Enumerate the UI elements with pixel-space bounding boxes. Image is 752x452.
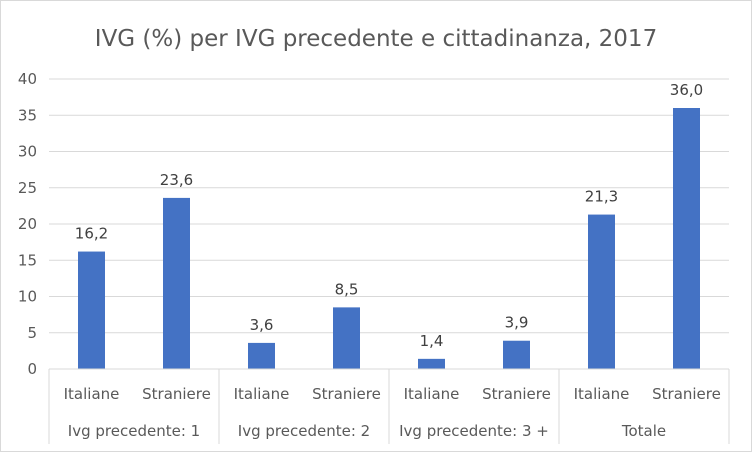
data-label: 16,2 [75,225,108,243]
bar [78,251,105,369]
data-label: 36,0 [670,81,703,99]
bar [673,108,700,369]
x-category-label: Italiane [574,385,630,403]
gridlines [49,78,729,370]
x-group-label: Ivg precedente: 3 + [399,422,549,440]
y-tick-label: 15 [18,251,37,269]
y-tick-label: 35 [18,106,37,124]
bars [78,108,700,369]
y-tick-label: 10 [18,288,37,306]
y-axis-ticks: 0 5 10 15 20 25 30 35 40 [18,70,37,378]
x-category-label: Straniere [652,385,721,403]
y-tick-label: 40 [18,70,37,88]
bar [588,214,615,369]
bar [248,342,275,369]
data-label: 8,5 [335,280,359,298]
data-label: 21,3 [585,188,618,206]
y-tick-label: 5 [27,324,37,342]
x-axis: Italiane Straniere Ivg precedente: 1 Italia… [48,368,730,444]
x-category-label: Italiane [64,385,120,403]
data-label: 1,4 [420,332,444,350]
x-category-label: Straniere [482,385,551,403]
data-label: 3,9 [505,314,529,332]
x-group-label: Totale [621,422,666,440]
bar [163,197,190,369]
y-tick-label: 30 [18,143,37,161]
x-category-label: Italiane [404,385,460,403]
bar [418,358,445,369]
chart-title: IVG (%) per IVG precedente e cittadinanz… [95,26,657,52]
data-label: 3,6 [250,316,274,334]
x-category-label: Straniere [142,385,211,403]
data-label: 23,6 [160,171,193,189]
y-tick-label: 0 [27,360,37,378]
y-tick-label: 20 [18,215,37,233]
y-tick-label: 25 [18,179,37,197]
x-group-label: Ivg precedente: 2 [238,422,370,440]
x-category-label: Straniere [312,385,381,403]
bar [503,340,530,369]
bar [333,307,360,369]
x-category-label: Italiane [234,385,290,403]
data-labels: 16,2 23,6 3,6 8,5 1,4 3,9 21,3 36,0 [75,81,703,350]
x-group-label: Ivg precedente: 1 [68,422,200,440]
